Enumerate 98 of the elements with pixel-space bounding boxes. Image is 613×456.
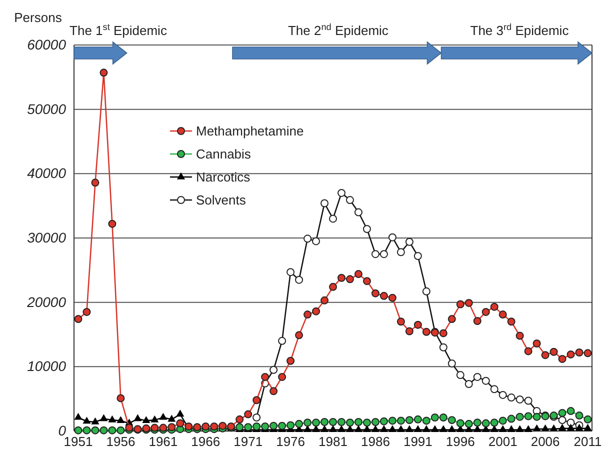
point bbox=[464, 380, 473, 388]
x-tick-label: 2011 bbox=[574, 434, 602, 450]
point bbox=[329, 214, 337, 223]
text: The 3$^{rd}$ Epidemic bbox=[470, 22, 570, 38]
point bbox=[558, 424, 566, 431]
point bbox=[584, 424, 592, 431]
point bbox=[168, 414, 176, 422]
point bbox=[456, 371, 464, 380]
point bbox=[328, 425, 338, 432]
point bbox=[337, 425, 346, 432]
x-tick-label: 1991 bbox=[403, 434, 432, 450]
point bbox=[388, 425, 396, 432]
point bbox=[74, 412, 82, 420]
point bbox=[312, 237, 320, 246]
x-tick-label: 1966 bbox=[191, 434, 220, 450]
point bbox=[304, 234, 312, 243]
x-tick-label: 2006 bbox=[530, 434, 560, 450]
point bbox=[354, 425, 362, 432]
point bbox=[320, 199, 329, 208]
point bbox=[566, 424, 575, 431]
point bbox=[150, 415, 159, 422]
point bbox=[575, 424, 584, 431]
x-tick-label: 1951 bbox=[64, 434, 93, 450]
y-axis-title: Persons bbox=[14, 10, 62, 25]
point bbox=[270, 366, 278, 374]
x-tick-label: 1996 bbox=[446, 434, 475, 450]
point bbox=[524, 425, 532, 432]
point bbox=[516, 425, 524, 432]
point bbox=[430, 425, 439, 432]
x-tick-label: 1956 bbox=[106, 434, 136, 450]
point bbox=[362, 224, 371, 233]
point bbox=[541, 424, 550, 432]
point bbox=[286, 268, 295, 276]
point bbox=[473, 372, 482, 381]
point bbox=[116, 416, 125, 424]
point bbox=[320, 425, 329, 432]
point bbox=[252, 413, 261, 422]
y-tick-label: 10000 bbox=[27, 358, 66, 374]
point bbox=[108, 415, 116, 422]
point bbox=[388, 233, 396, 242]
point bbox=[448, 359, 456, 368]
point bbox=[439, 425, 448, 432]
text: The 1$^{st}$ Epidemic bbox=[70, 22, 168, 38]
point bbox=[439, 343, 448, 352]
y-tick-label: 50000 bbox=[27, 100, 66, 117]
x-tick-label: 1961 bbox=[148, 434, 178, 450]
point bbox=[422, 425, 430, 432]
point bbox=[405, 425, 414, 432]
point bbox=[396, 425, 405, 432]
point bbox=[422, 287, 430, 296]
point bbox=[371, 425, 380, 432]
text: The 2$^{nd}$ Epidemic bbox=[288, 22, 389, 38]
y-tick-label: 60000 bbox=[27, 36, 66, 52]
point bbox=[566, 418, 575, 427]
legend-label: Methamphetamine bbox=[196, 124, 304, 138]
point bbox=[82, 416, 91, 424]
point bbox=[295, 276, 304, 284]
point bbox=[448, 425, 456, 432]
point bbox=[354, 208, 362, 216]
x-tick-label: 2001 bbox=[488, 434, 518, 450]
legend-label: Solvents bbox=[196, 192, 246, 208]
point bbox=[550, 424, 558, 432]
point bbox=[507, 394, 516, 402]
point bbox=[159, 412, 168, 420]
point bbox=[498, 390, 507, 399]
point bbox=[396, 248, 405, 256]
x-tick-label: 1971 bbox=[234, 434, 263, 450]
point bbox=[337, 188, 346, 197]
point bbox=[524, 396, 532, 405]
y-tick-label: 30000 bbox=[27, 229, 66, 246]
point bbox=[532, 424, 541, 432]
point bbox=[134, 414, 142, 422]
y-tick-label: 40000 bbox=[27, 165, 66, 182]
point bbox=[380, 425, 388, 432]
point bbox=[278, 336, 286, 345]
point bbox=[100, 414, 108, 422]
legend-label: Narcotics bbox=[196, 170, 251, 184]
point bbox=[498, 425, 507, 432]
point bbox=[371, 250, 380, 258]
point bbox=[176, 410, 184, 417]
legend-label: Cannabis bbox=[196, 146, 252, 162]
point bbox=[558, 416, 566, 424]
point bbox=[346, 196, 354, 204]
point bbox=[380, 250, 388, 258]
point bbox=[414, 425, 422, 432]
x-tick-label: 1981 bbox=[318, 434, 348, 450]
y-tick-label: 0 bbox=[58, 422, 66, 438]
point bbox=[482, 376, 490, 385]
point bbox=[490, 385, 498, 394]
point bbox=[414, 252, 422, 260]
point bbox=[507, 425, 516, 432]
x-tick-label: 1986 bbox=[361, 434, 390, 450]
point bbox=[516, 395, 524, 404]
point bbox=[142, 416, 150, 424]
point bbox=[405, 238, 414, 246]
point bbox=[91, 417, 100, 424]
x-tick-label: 1976 bbox=[276, 434, 305, 450]
y-tick-label: 20000 bbox=[26, 294, 66, 310]
